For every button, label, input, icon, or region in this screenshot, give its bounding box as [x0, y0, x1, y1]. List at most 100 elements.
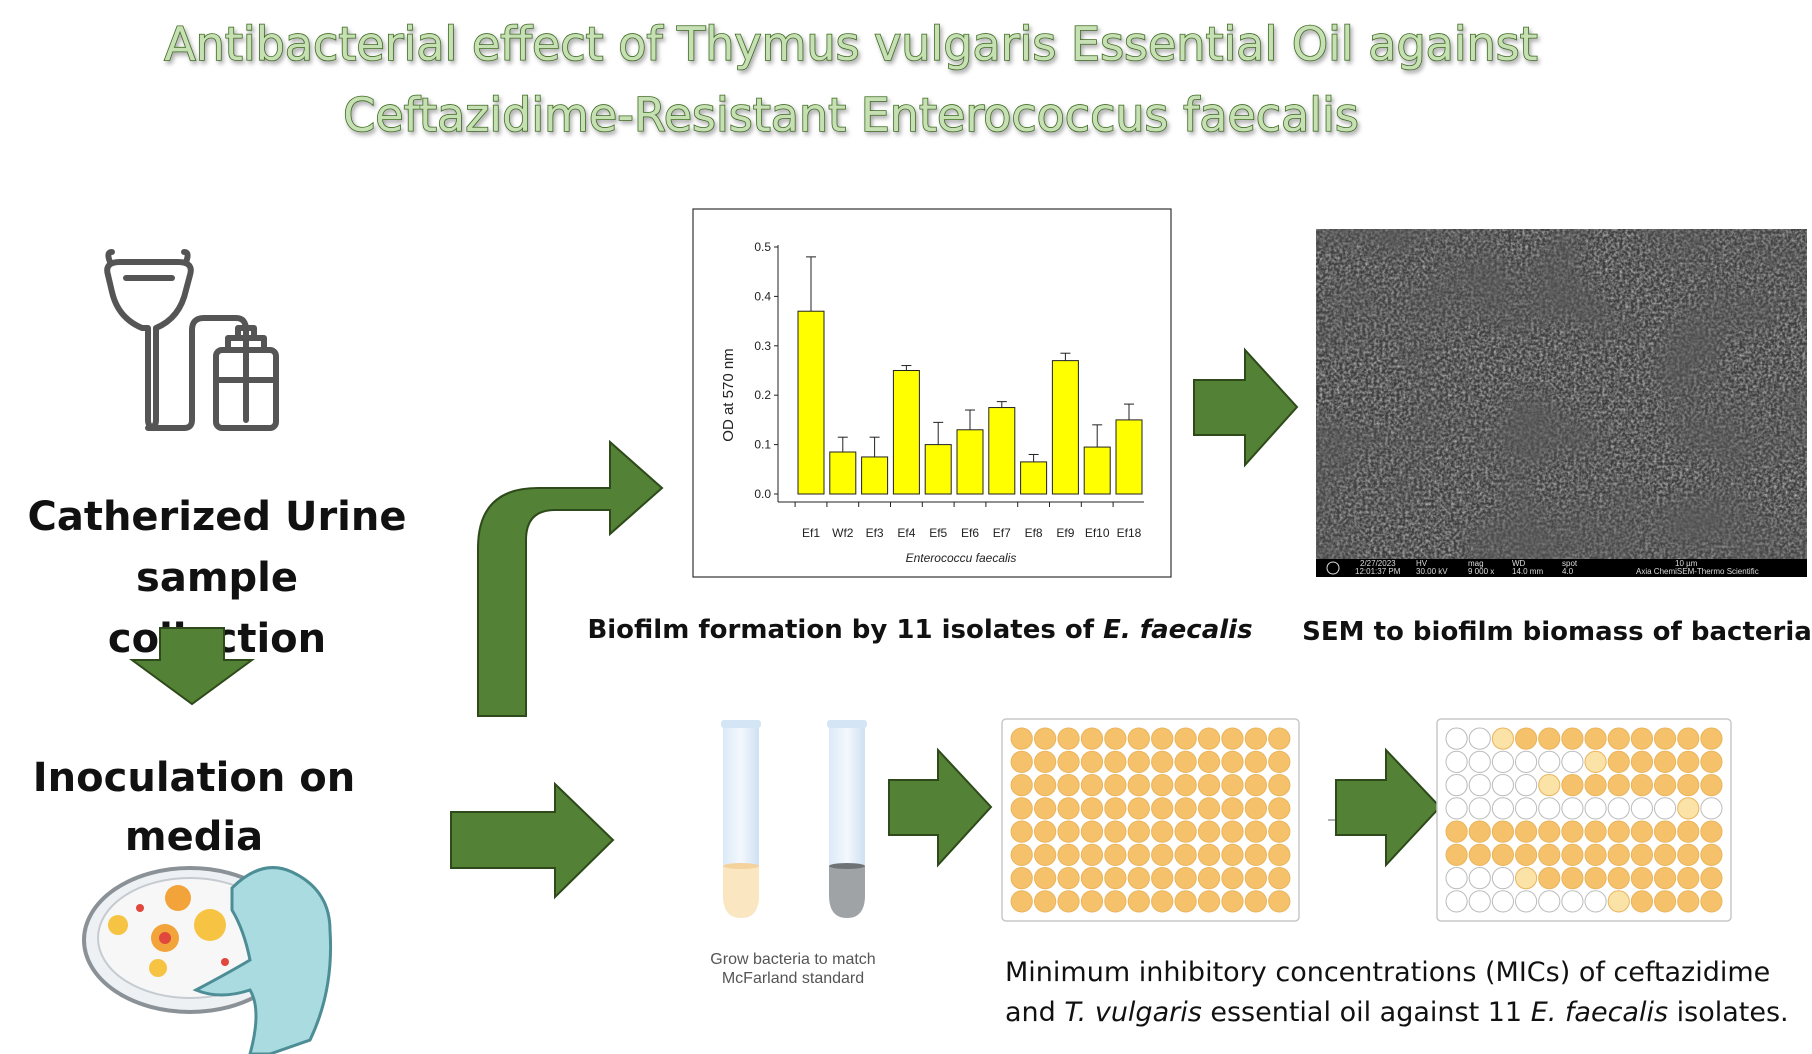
well	[1515, 750, 1538, 773]
well	[1607, 727, 1630, 750]
bar	[829, 451, 857, 495]
well	[1515, 797, 1538, 820]
well	[1197, 774, 1221, 797]
well	[1677, 890, 1700, 913]
well	[1584, 867, 1607, 890]
well-plate	[1001, 718, 1300, 922]
well	[1468, 750, 1491, 773]
well	[1538, 750, 1561, 773]
well	[1445, 890, 1468, 913]
well	[1174, 774, 1197, 797]
well	[1268, 797, 1291, 820]
well	[1491, 843, 1514, 866]
well	[1034, 750, 1057, 773]
well	[1677, 867, 1700, 890]
well	[1700, 727, 1723, 750]
well	[1221, 890, 1244, 913]
y-axis-title: OD at 570 nm	[720, 348, 737, 441]
x-tick-label: Ef3	[866, 526, 884, 540]
x-tick-label: Ef1	[802, 526, 820, 540]
x-tick-label: Ef18	[1117, 526, 1142, 540]
tubes	[721, 720, 867, 918]
bar	[1115, 419, 1143, 495]
well	[1268, 867, 1291, 890]
caption: and T. vulgaris essential oil against 11…	[1005, 997, 1789, 1028]
well	[1268, 843, 1291, 866]
well	[1445, 867, 1468, 890]
well	[1491, 750, 1514, 773]
well	[1630, 727, 1653, 750]
well	[1515, 727, 1538, 750]
sem-info: Axia ChemiSEM-Thermo Scientific	[1636, 567, 1759, 576]
tube-caption: Grow bacteria to match	[710, 951, 875, 968]
well	[1515, 867, 1538, 890]
well	[1445, 797, 1468, 820]
well	[1630, 867, 1653, 890]
well	[1700, 890, 1723, 913]
well	[1491, 820, 1514, 843]
x-tick-label: Ef10	[1085, 526, 1110, 540]
well	[1561, 843, 1584, 866]
y-tick-label: 0.2	[754, 388, 771, 402]
well	[1010, 820, 1033, 843]
well	[1197, 797, 1221, 820]
well	[1677, 774, 1700, 797]
bar	[892, 370, 920, 495]
well	[1468, 843, 1491, 866]
bent-arrow	[477, 439, 664, 717]
tube-caption: McFarland standard	[722, 970, 864, 987]
well	[1127, 750, 1150, 773]
well	[1700, 820, 1723, 843]
well	[1057, 797, 1080, 820]
well	[1630, 797, 1653, 820]
well	[1268, 890, 1291, 913]
step-label: Inoculation on	[33, 755, 355, 801]
well	[1268, 750, 1291, 773]
well	[1080, 774, 1104, 797]
well	[1607, 843, 1630, 866]
well	[1151, 867, 1174, 890]
well	[1057, 867, 1080, 890]
right-arrow	[1193, 347, 1299, 468]
well	[1104, 727, 1127, 750]
sem-info: WD	[1512, 559, 1526, 568]
well	[1080, 727, 1104, 750]
well	[1515, 820, 1538, 843]
well	[1151, 820, 1174, 843]
title-line: Antibacterial effect of Thymus vulgaris …	[164, 17, 1538, 71]
well	[1677, 797, 1700, 820]
well	[1491, 867, 1514, 890]
well	[1244, 890, 1267, 913]
y-tick-label: 0.4	[754, 289, 771, 303]
well	[1174, 890, 1197, 913]
well	[1515, 843, 1538, 866]
well	[1127, 867, 1150, 890]
well	[1151, 890, 1174, 913]
well	[1630, 750, 1653, 773]
well	[1221, 797, 1244, 820]
well	[1607, 867, 1630, 890]
well	[1468, 774, 1491, 797]
well	[1174, 820, 1197, 843]
well	[1197, 820, 1221, 843]
well	[1080, 797, 1104, 820]
well	[1607, 890, 1630, 913]
right-arrow	[450, 781, 615, 900]
well	[1491, 727, 1514, 750]
well	[1127, 843, 1150, 866]
well	[1174, 797, 1197, 820]
well	[1268, 727, 1291, 750]
well	[1127, 820, 1150, 843]
down-arrow	[128, 627, 256, 706]
well	[1010, 774, 1033, 797]
well	[1034, 843, 1057, 866]
well	[1538, 727, 1561, 750]
well	[1057, 820, 1080, 843]
well	[1561, 890, 1584, 913]
well	[1244, 774, 1267, 797]
bar	[797, 310, 825, 495]
bar	[861, 456, 889, 495]
well	[1654, 727, 1677, 750]
x-tick-label: Ef4	[897, 526, 915, 540]
